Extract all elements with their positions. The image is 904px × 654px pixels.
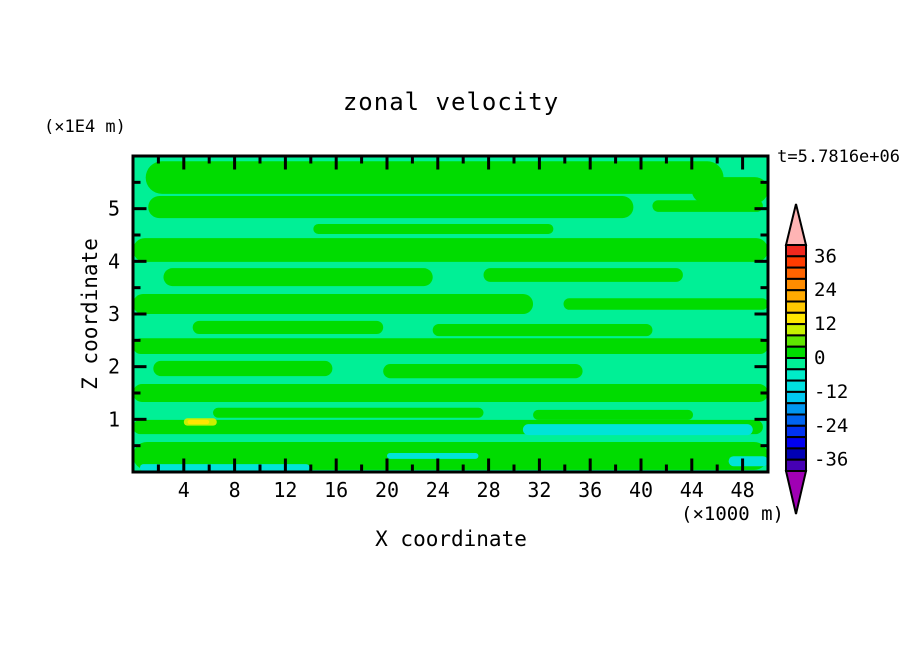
- x-tick-label: 24: [426, 478, 450, 502]
- colorbar-segment: [785, 334, 807, 348]
- colorbar-under-arrow: [784, 470, 808, 515]
- colorbar-segment: [785, 402, 807, 416]
- plot-frame: [131, 154, 770, 474]
- colorbar-label: -12: [814, 381, 848, 403]
- colorbar-segment: [785, 424, 807, 439]
- z-tick-label: 2: [108, 355, 120, 379]
- velocity-streak-positive: [133, 338, 768, 355]
- x-tick-label: 36: [578, 478, 602, 502]
- colorbar-segment: [785, 255, 807, 269]
- colorbar-label: 0: [814, 347, 825, 369]
- colorbar-segment: [785, 345, 807, 360]
- velocity-streak-negative: [728, 456, 768, 467]
- velocity-streak-positive: [192, 320, 384, 335]
- velocity-streak-positive: [483, 268, 683, 282]
- colorbar-label: 24: [814, 279, 837, 301]
- x-axis-units-label: (×1000 m): [681, 503, 784, 525]
- velocity-streak-positive: [313, 223, 554, 234]
- plot-title: zonal velocity: [342, 88, 560, 116]
- colorbar-label: -24: [814, 415, 848, 437]
- velocity-streak-positive: [383, 364, 583, 379]
- x-tick-label: 44: [680, 478, 704, 502]
- z-tick-label: 5: [108, 197, 120, 221]
- x-tick-label: 40: [629, 478, 653, 502]
- colorbar-segment: [785, 436, 807, 450]
- velocity-streak-positive: [652, 200, 763, 212]
- velocity-streak-positive: [133, 293, 534, 314]
- x-tick-label: 32: [527, 478, 551, 502]
- velocity-streak-positive: [148, 196, 634, 219]
- colorbar-label: -36: [814, 449, 848, 471]
- velocity-streak-positive: [691, 177, 768, 204]
- x-tick-label: 4: [178, 478, 190, 502]
- jet-streak-core: [187, 419, 210, 425]
- colorbar-label: 36: [814, 245, 837, 267]
- velocity-streak-positive: [432, 324, 653, 337]
- velocity-streak-positive: [563, 298, 768, 310]
- colorbar-segment: [785, 368, 807, 382]
- velocity-streak-positive: [133, 384, 768, 402]
- colorbar-over-arrow: [784, 203, 808, 246]
- colorbar-segment: [785, 289, 807, 303]
- colorbar-segment: [785, 458, 807, 473]
- colorbar-segment: [785, 357, 807, 371]
- z-tick-label: 3: [108, 302, 120, 326]
- colorbar-segment: [785, 390, 807, 405]
- colorbar-segment: [785, 244, 807, 258]
- x-axis-title: X coordinate: [375, 527, 527, 551]
- colorbar-segment: [785, 311, 807, 326]
- colorbar-segment: [785, 379, 807, 393]
- velocity-streak-positive: [133, 238, 768, 262]
- x-tick-label: 20: [375, 478, 399, 502]
- velocity-streak-negative: [522, 424, 753, 436]
- colorbar-segment: [785, 323, 807, 337]
- velocity-streak-positive: [145, 161, 724, 194]
- colorbar-label: 12: [814, 313, 837, 335]
- colorbar-segment: [785, 447, 807, 461]
- colorbar-segment: [785, 413, 807, 427]
- velocity-streak-negative: [387, 453, 479, 459]
- velocity-streak-positive: [533, 409, 694, 420]
- velocity-streak-positive: [213, 407, 484, 418]
- time-annotation: t=5.7816e+06: [777, 147, 900, 167]
- colorbar-segment: [785, 266, 807, 280]
- x-tick-label: 28: [477, 478, 501, 502]
- y-axis-units-label: (×1E4 m): [44, 117, 126, 137]
- velocity-streak-positive: [163, 268, 433, 287]
- colorbar-segment: [785, 300, 807, 314]
- contour-field: [133, 156, 768, 472]
- velocity-streak-positive: [153, 360, 333, 377]
- z-tick-label: 4: [108, 249, 120, 273]
- x-tick-label: 16: [324, 478, 348, 502]
- x-tick-label: 8: [229, 478, 241, 502]
- x-tick-label: 48: [731, 478, 755, 502]
- x-tick-label: 12: [273, 478, 297, 502]
- z-tick-label: 1: [108, 407, 120, 431]
- colorbar-segment: [785, 277, 807, 292]
